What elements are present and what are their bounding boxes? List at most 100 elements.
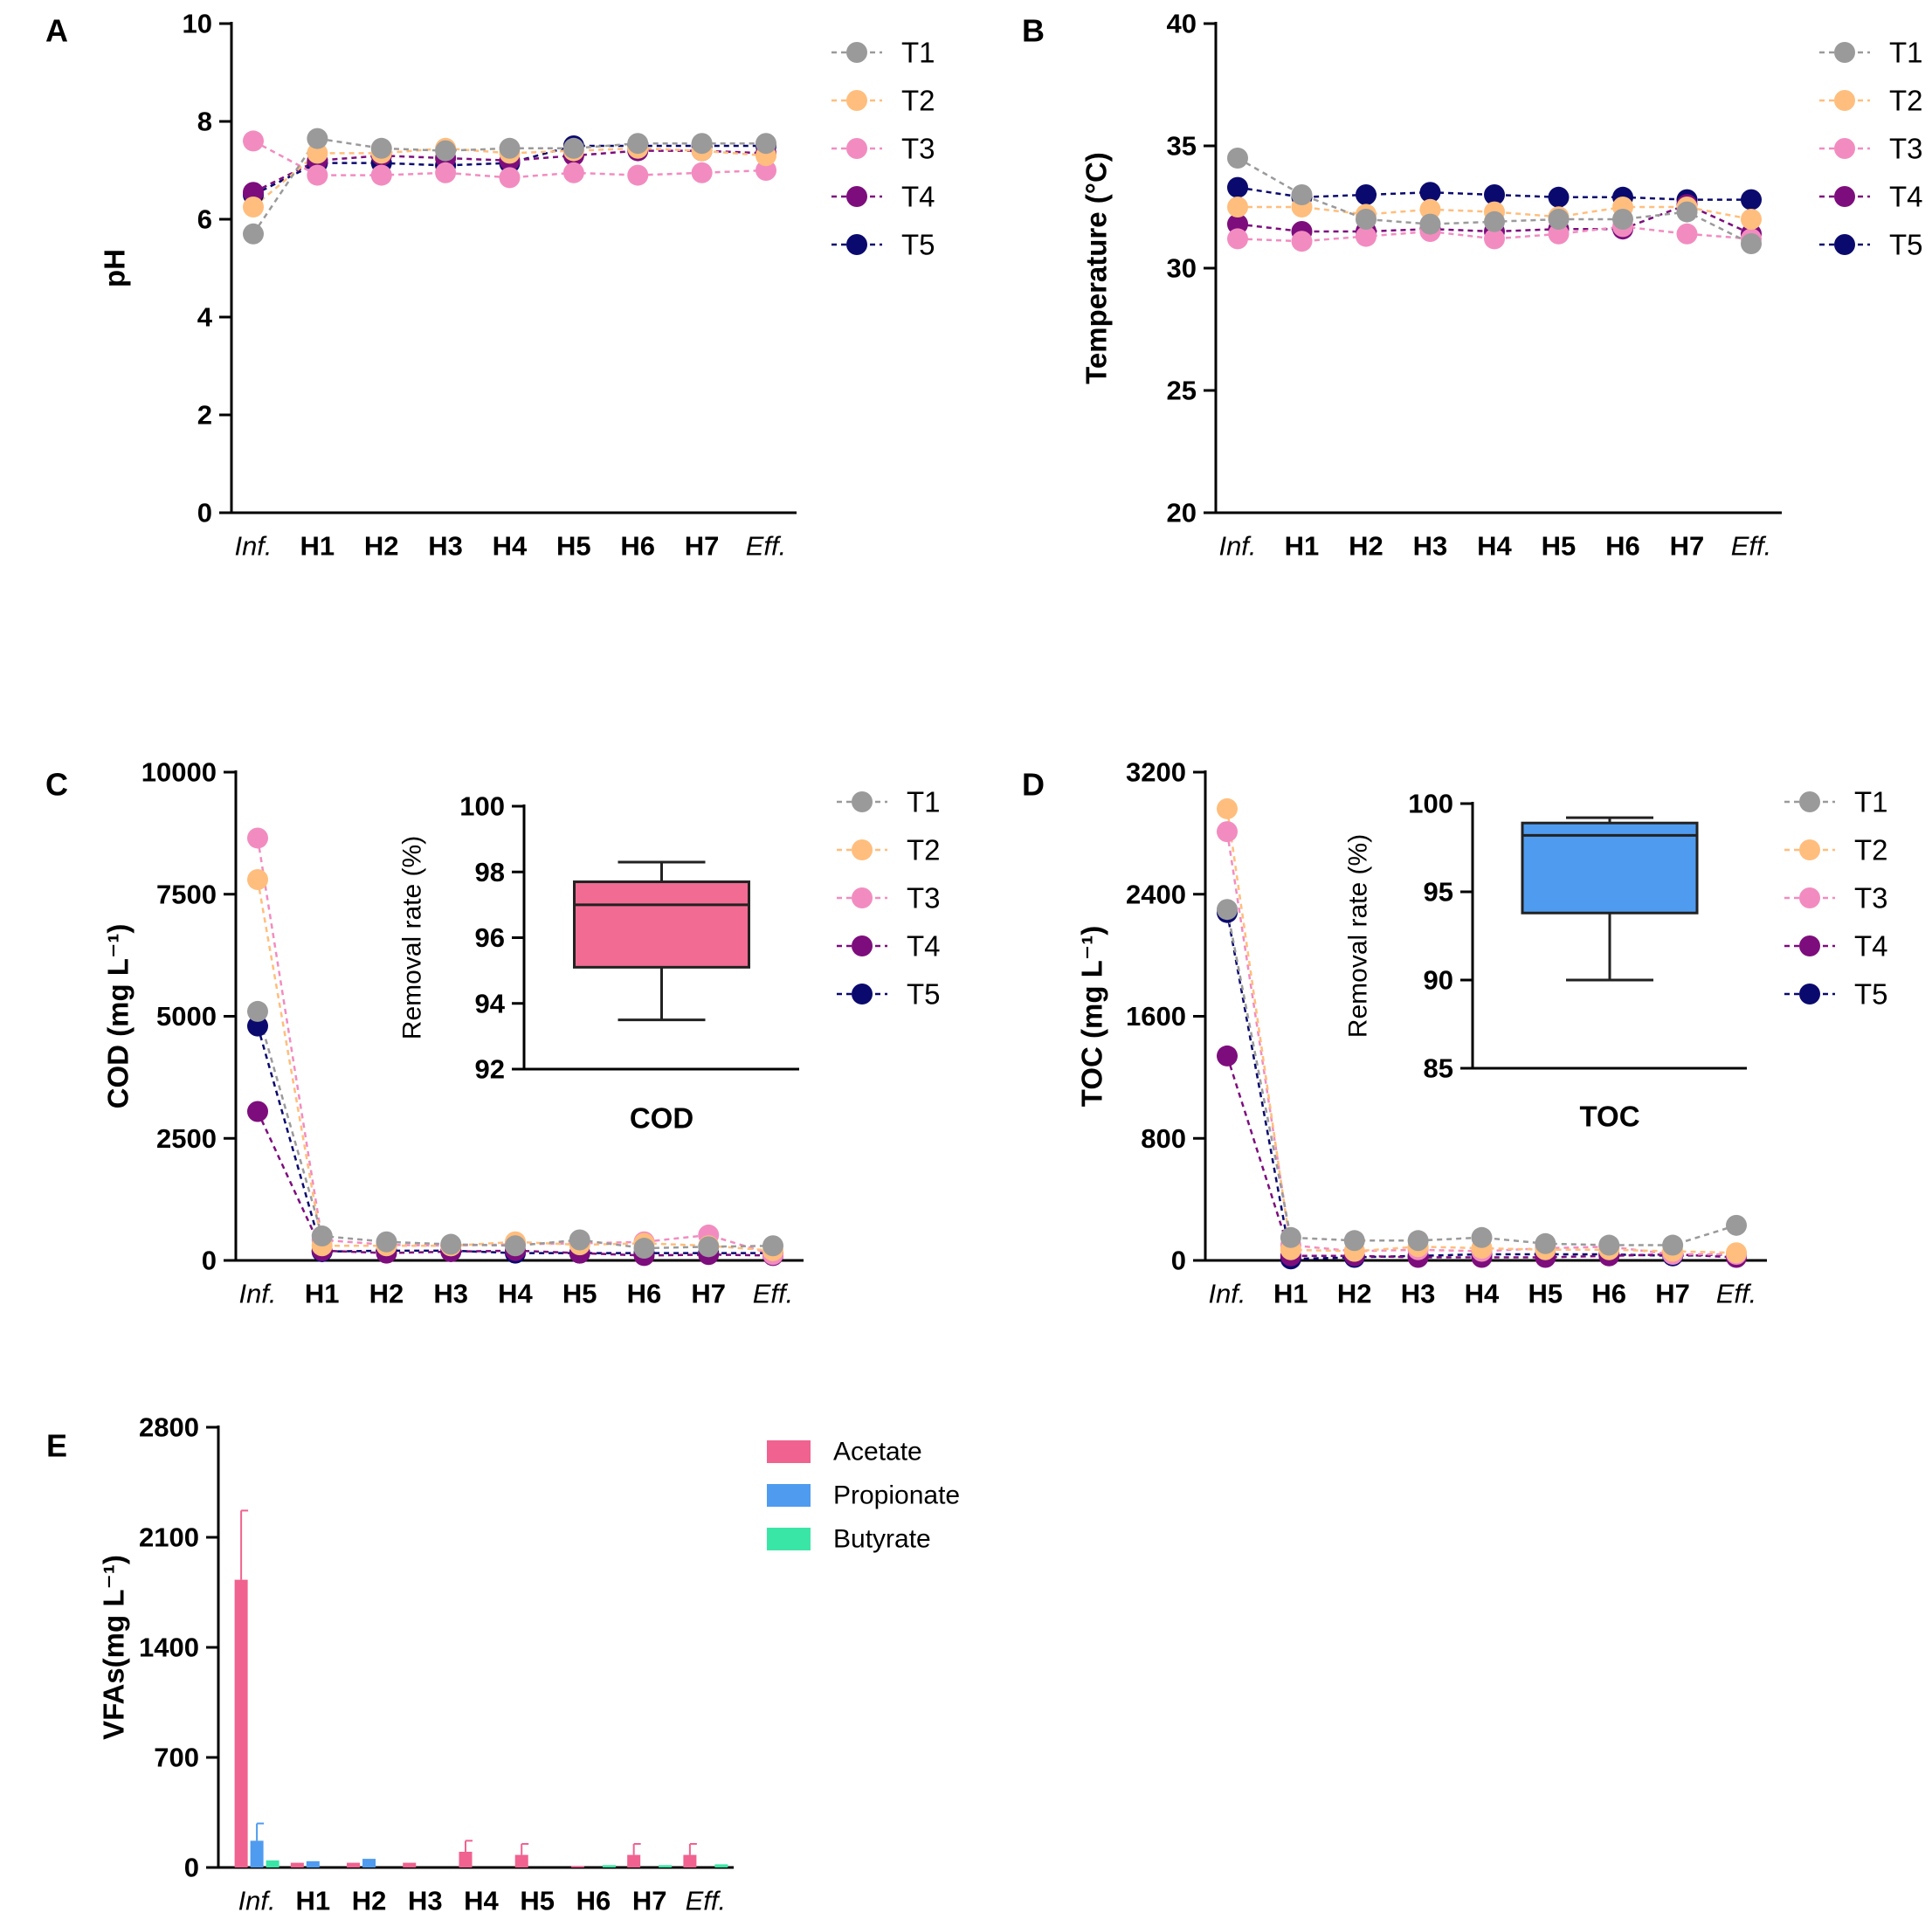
x-tick-label: H7 xyxy=(632,1886,667,1916)
data-point-t2 xyxy=(1726,1242,1747,1264)
data-point-t2 xyxy=(1227,197,1248,217)
x-tick-label: H3 xyxy=(428,531,463,562)
panel-letter: A xyxy=(45,13,68,49)
data-point-t1 xyxy=(627,133,649,155)
legend-label: T3 xyxy=(907,882,941,915)
bar-acetate xyxy=(403,1862,417,1867)
y-tick-label: 40 xyxy=(1167,9,1197,39)
data-point-t3 xyxy=(1484,228,1505,250)
data-point-t5 xyxy=(1419,182,1441,204)
x-tick-label: H6 xyxy=(1605,531,1640,562)
data-point-t1 xyxy=(1484,211,1505,232)
legend-swatch xyxy=(767,1484,811,1507)
inset-y-tick-label: 98 xyxy=(475,857,505,887)
data-point-t3 xyxy=(307,164,328,186)
x-tick-label: H4 xyxy=(464,1886,499,1916)
bar-acetate xyxy=(514,1854,528,1867)
y-tick-label: 8 xyxy=(197,107,212,137)
data-point-t1 xyxy=(307,128,328,149)
panel-a: A 0 2 4 6 8 10 Inf. H1 H2 H3 H4 H5 H6 H7 Eff. pH T1 T2 T3 T4… xyxy=(45,9,935,562)
data-point-t1 xyxy=(1419,213,1441,235)
legend-label: T5 xyxy=(1889,229,1923,261)
y-tick-label: 2500 xyxy=(156,1123,217,1154)
legend-marker xyxy=(846,138,867,159)
data-point-t1 xyxy=(762,1235,783,1257)
data-point-t1 xyxy=(698,1236,720,1258)
series-line-t1 xyxy=(1225,908,1737,1246)
x-tick-label: H1 xyxy=(1273,1279,1308,1309)
x-tick-label: H1 xyxy=(1285,531,1320,562)
x-tick-label: H7 xyxy=(1655,1279,1690,1309)
legend-label: T4 xyxy=(1889,181,1923,213)
bar-propionate xyxy=(306,1860,320,1867)
legend-marker xyxy=(852,791,873,812)
box-iqr xyxy=(1521,821,1699,915)
data-point-t1 xyxy=(691,133,713,155)
legend-label: Butyrate xyxy=(833,1525,931,1554)
legend-marker xyxy=(1799,984,1820,1004)
y-axis-label: pH xyxy=(99,249,131,287)
data-point-t1 xyxy=(1471,1226,1493,1248)
bar-acetate xyxy=(627,1854,641,1867)
x-tick-label: H2 xyxy=(352,1886,387,1916)
data-point-t1 xyxy=(1356,209,1377,230)
inset-y-tick-label: 95 xyxy=(1424,877,1453,908)
x-tick-label: H6 xyxy=(620,531,655,562)
y-tick-label: 1600 xyxy=(1126,1001,1186,1032)
legend-marker xyxy=(1799,839,1820,860)
x-tick-label: Eff. xyxy=(1716,1279,1757,1309)
data-point-t2 xyxy=(1419,198,1441,220)
y-tick-label: 0 xyxy=(184,1853,199,1883)
y-tick-label: 25 xyxy=(1167,376,1197,406)
data-point-t3 xyxy=(1356,225,1377,247)
data-point-t1 xyxy=(1598,1234,1620,1256)
inset-y-tick-label: 100 xyxy=(459,791,505,822)
inset-category-label: TOC xyxy=(1579,1101,1639,1133)
data-point-t3 xyxy=(627,164,649,186)
data-point-t3 xyxy=(1676,223,1698,245)
data-point-t1 xyxy=(505,1235,526,1257)
bar-acetate xyxy=(683,1854,697,1867)
data-point-t1 xyxy=(247,1000,268,1022)
panel-d: D 0 800 1600 2400 3200 Inf. H1 H2 H3 H4 H5 H6 H7 Eff. T… xyxy=(1022,757,1888,1309)
data-point-t4 xyxy=(1217,1045,1238,1067)
data-point-t1 xyxy=(243,223,264,245)
legend-label: T2 xyxy=(1854,834,1888,866)
data-point-t4 xyxy=(247,1101,268,1122)
legend-label: T5 xyxy=(901,229,935,261)
legend-marker xyxy=(846,90,867,111)
legend-label: T1 xyxy=(1889,37,1923,69)
panel-letter: D xyxy=(1022,767,1045,803)
y-tick-label: 2800 xyxy=(139,1412,199,1443)
legend-label: T2 xyxy=(901,85,935,117)
legend-marker xyxy=(852,887,873,908)
legend-swatch xyxy=(767,1528,811,1550)
data-point-t3 xyxy=(435,162,457,183)
data-point-t2 xyxy=(307,142,328,164)
y-tick-label: 35 xyxy=(1167,131,1197,162)
x-tick-label: H3 xyxy=(408,1886,443,1916)
data-point-t2 xyxy=(247,868,268,890)
legend-label: T2 xyxy=(1889,85,1923,117)
data-point-t1 xyxy=(370,137,392,159)
legend-label: T2 xyxy=(907,834,941,866)
data-point-t1 xyxy=(499,137,521,159)
x-tick-label: H2 xyxy=(364,531,399,562)
y-tick-label: 4 xyxy=(197,302,213,333)
y-axis-label: COD (mg L⁻¹) xyxy=(102,924,135,1109)
bar-propionate xyxy=(250,1840,264,1867)
legend-label: T4 xyxy=(1854,930,1888,963)
data-point-t1 xyxy=(569,1229,590,1251)
data-point-t5 xyxy=(1741,189,1762,211)
x-tick-label: Inf. xyxy=(1208,1279,1245,1309)
legend-marker xyxy=(1834,42,1855,63)
x-tick-label: H1 xyxy=(296,1886,331,1916)
x-tick-label: H6 xyxy=(576,1886,611,1916)
x-tick-label: H2 xyxy=(1337,1279,1372,1309)
legend-marker xyxy=(1834,90,1855,111)
legend-marker xyxy=(852,839,873,860)
x-tick-label: Inf. xyxy=(1218,531,1256,562)
x-tick-label: H5 xyxy=(520,1886,555,1916)
panel-e: E 0 700 1400 2100 2800 Inf. H1 H2 H3 H4 H5 H6 H7 Eff. V… xyxy=(46,1412,960,1916)
bar-acetate xyxy=(347,1862,361,1867)
